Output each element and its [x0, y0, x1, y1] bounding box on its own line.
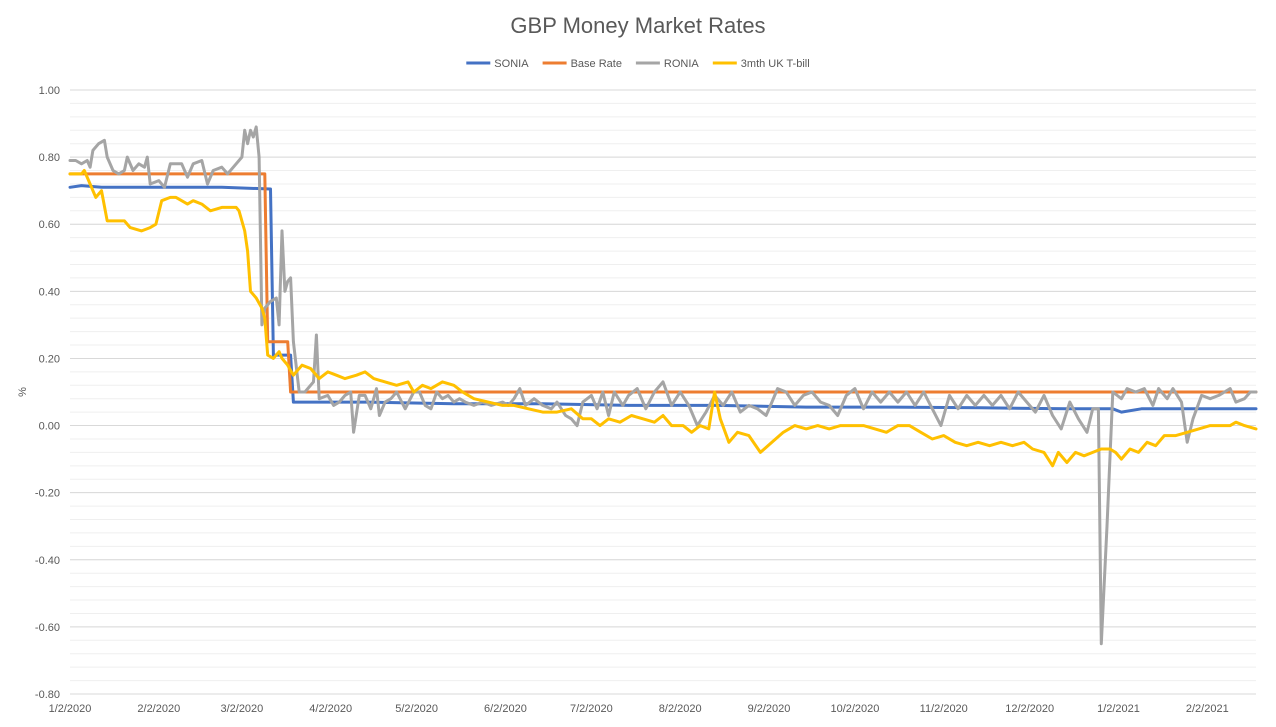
y-tick-label: -0.20: [35, 488, 60, 500]
x-tick-label: 6/2/2020: [484, 703, 527, 715]
x-tick-label: 9/2/2020: [748, 703, 791, 715]
legend-item: RONIA: [635, 58, 700, 70]
y-tick-label: 0.80: [39, 152, 60, 164]
x-tick-label: 1/2/2021: [1097, 703, 1140, 715]
x-tick-label: 1/2/2020: [49, 703, 92, 715]
y-tick-label: -0.80: [35, 689, 60, 701]
legend-label: Base Rate: [571, 58, 622, 70]
x-tick-label: 10/2/2020: [830, 703, 879, 715]
x-tick-label: 12/2/2020: [1005, 703, 1054, 715]
x-tick-label: 3/2/2020: [220, 703, 263, 715]
y-axis-label: %: [17, 387, 29, 397]
series-layer: [68, 125, 1258, 646]
y-tick-label: 0.60: [39, 219, 60, 231]
legend-item: 3mth UK T-bill: [712, 58, 810, 70]
y-tick-label: -0.60: [35, 622, 60, 634]
x-tick-label: 8/2/2020: [659, 703, 702, 715]
y-tick-label: 0.40: [39, 286, 60, 298]
y-tick-label: 0.00: [39, 421, 60, 433]
x-axis-ticks: 1/2/2020 2/2/2020 3/2/2020 4/2/2020 5/2/2020…: [49, 703, 1229, 715]
legend-label: RONIA: [664, 58, 700, 70]
legend: SONIA Base Rate RONIA 3mth UK T-bill: [466, 58, 810, 70]
legend-label: SONIA: [494, 58, 529, 70]
series-line-3mth-uk-t-bill: [68, 169, 1258, 468]
series-line-ronia: [68, 125, 1258, 646]
x-tick-label: 5/2/2020: [395, 703, 438, 715]
series-line-sonia: [68, 184, 1258, 414]
legend-label: 3mth UK T-bill: [741, 58, 810, 70]
series-line-base-rate: [68, 172, 1258, 394]
x-tick-label: 2/2/2020: [137, 703, 180, 715]
y-tick-label: 1.00: [39, 85, 60, 97]
x-tick-label: 7/2/2020: [570, 703, 613, 715]
y-tick-label: 0.20: [39, 353, 60, 365]
chart-title: GBP Money Market Rates: [510, 13, 765, 38]
x-tick-label: 4/2/2020: [309, 703, 352, 715]
y-axis-ticks: -0.80 -0.60 -0.40 -0.20 0.00 0.20 0.40 0.60 0.80…: [35, 85, 60, 701]
legend-item: SONIA: [466, 58, 529, 70]
x-tick-label: 2/2/2021: [1186, 703, 1229, 715]
x-tick-label: 11/2/2020: [920, 703, 968, 715]
y-tick-label: -0.40: [35, 555, 60, 567]
legend-item: Base Rate: [542, 58, 622, 70]
